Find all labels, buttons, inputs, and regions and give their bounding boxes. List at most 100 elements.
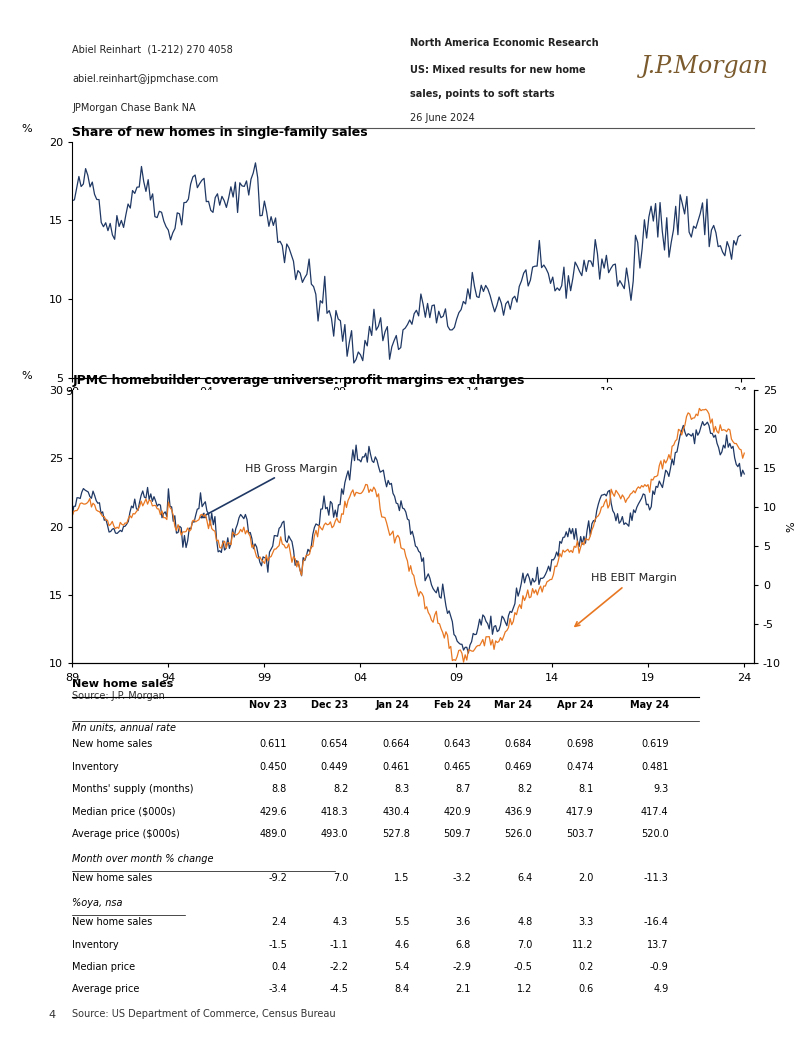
Text: 417.4: 417.4	[641, 807, 669, 817]
Text: 3.6: 3.6	[456, 917, 471, 927]
Text: 0.449: 0.449	[321, 762, 348, 772]
Text: 0.474: 0.474	[566, 762, 593, 772]
Text: 0.481: 0.481	[641, 762, 669, 772]
Text: 8.3: 8.3	[395, 784, 410, 794]
Text: HB Gross Margin: HB Gross Margin	[201, 464, 338, 517]
Text: Month over month % change: Month over month % change	[72, 854, 213, 864]
Text: Source: Census Bureau, NAR, J.P. Morgan: Source: Census Bureau, NAR, J.P. Morgan	[72, 409, 272, 419]
Text: New home sales: New home sales	[72, 917, 152, 927]
Text: HB EBIT Margin: HB EBIT Margin	[575, 573, 677, 626]
Text: 417.9: 417.9	[566, 807, 593, 817]
Text: 6.8: 6.8	[456, 940, 471, 950]
Y-axis label: %: %	[787, 522, 796, 532]
Text: -2.9: -2.9	[452, 962, 471, 972]
Text: 489.0: 489.0	[259, 830, 287, 839]
Text: %oya, nsa: %oya, nsa	[72, 898, 123, 908]
Text: 527.8: 527.8	[382, 830, 410, 839]
Text: New home sales: New home sales	[72, 678, 173, 689]
Text: -4.5: -4.5	[330, 984, 348, 994]
Text: North America Economic Research: North America Economic Research	[410, 38, 598, 49]
Text: 8.4: 8.4	[395, 984, 410, 994]
Text: -11.3: -11.3	[644, 873, 669, 884]
Text: sales, points to soft starts: sales, points to soft starts	[410, 89, 554, 100]
Text: 526.0: 526.0	[504, 830, 533, 839]
Text: 0.469: 0.469	[504, 762, 533, 772]
Text: -1.5: -1.5	[268, 940, 287, 950]
Text: Apr 24: Apr 24	[557, 700, 593, 710]
Text: 8.2: 8.2	[517, 784, 533, 794]
Text: 430.4: 430.4	[382, 807, 410, 817]
Text: 520.0: 520.0	[641, 830, 669, 839]
Text: 0.4: 0.4	[272, 962, 287, 972]
Text: 1.2: 1.2	[517, 984, 533, 994]
Text: 7.0: 7.0	[333, 873, 348, 884]
Text: 0.611: 0.611	[259, 739, 287, 750]
Text: New home sales: New home sales	[72, 739, 152, 750]
Text: Average price ($000s): Average price ($000s)	[72, 830, 180, 839]
Text: %: %	[21, 370, 31, 381]
Text: -2.2: -2.2	[330, 962, 348, 972]
Text: Source: J.P. Morgan: Source: J.P. Morgan	[72, 691, 165, 701]
Text: -3.2: -3.2	[452, 873, 471, 884]
Text: Source: US Department of Commerce, Census Bureau: Source: US Department of Commerce, Censu…	[72, 1009, 336, 1019]
Text: 429.6: 429.6	[259, 807, 287, 817]
Text: 0.654: 0.654	[321, 739, 348, 750]
Text: -9.2: -9.2	[268, 873, 287, 884]
Text: 0.698: 0.698	[566, 739, 593, 750]
Text: Share of new homes in single-family sales: Share of new homes in single-family sale…	[72, 127, 368, 139]
Text: 13.7: 13.7	[647, 940, 669, 950]
Text: Months' supply (months): Months' supply (months)	[72, 784, 193, 794]
Text: 8.7: 8.7	[456, 784, 471, 794]
Text: 0.6: 0.6	[578, 984, 593, 994]
Text: Median price: Median price	[72, 962, 136, 972]
Text: New home sales: New home sales	[72, 873, 152, 884]
Text: 0.450: 0.450	[259, 762, 287, 772]
Text: 0.2: 0.2	[578, 962, 593, 972]
Text: 4.6: 4.6	[395, 940, 410, 950]
Text: 2.4: 2.4	[272, 917, 287, 927]
Text: 8.2: 8.2	[333, 784, 348, 794]
Text: Feb 24: Feb 24	[434, 700, 471, 710]
Text: 6.4: 6.4	[517, 873, 533, 884]
Text: 4.3: 4.3	[333, 917, 348, 927]
Text: 8.8: 8.8	[272, 784, 287, 794]
Text: %: %	[21, 124, 31, 134]
Text: -0.5: -0.5	[513, 962, 533, 972]
Text: 0.461: 0.461	[382, 762, 410, 772]
Text: 420.9: 420.9	[444, 807, 471, 817]
Text: JPMC homebuilder coverage universe: profit margins ex charges: JPMC homebuilder coverage universe: prof…	[72, 374, 525, 387]
Text: Abiel Reinhart  (1-212) 270 4058: Abiel Reinhart (1-212) 270 4058	[72, 45, 233, 55]
Text: 5.5: 5.5	[394, 917, 410, 927]
Text: 3.3: 3.3	[578, 917, 593, 927]
Text: Inventory: Inventory	[72, 940, 119, 950]
Text: -3.4: -3.4	[268, 984, 287, 994]
Text: Dec 23: Dec 23	[311, 700, 348, 710]
Text: 4: 4	[48, 1010, 55, 1020]
Text: 436.9: 436.9	[504, 807, 533, 817]
Text: -16.4: -16.4	[644, 917, 669, 927]
Text: 11.2: 11.2	[572, 940, 593, 950]
Text: US: Mixed results for new home: US: Mixed results for new home	[410, 65, 585, 76]
Text: 418.3: 418.3	[321, 807, 348, 817]
Text: Nov 23: Nov 23	[249, 700, 287, 710]
Text: abiel.reinhart@jpmchase.com: abiel.reinhart@jpmchase.com	[72, 74, 218, 84]
Text: 7.0: 7.0	[517, 940, 533, 950]
Text: 8.1: 8.1	[578, 784, 593, 794]
Text: 9.3: 9.3	[654, 784, 669, 794]
Text: 0.643: 0.643	[444, 739, 471, 750]
Text: Median price ($000s): Median price ($000s)	[72, 807, 176, 817]
Text: 2.0: 2.0	[578, 873, 593, 884]
Text: -1.1: -1.1	[330, 940, 348, 950]
Text: 503.7: 503.7	[566, 830, 593, 839]
Text: Average price: Average price	[72, 984, 140, 994]
Text: 509.7: 509.7	[444, 830, 471, 839]
Text: Mn units, annual rate: Mn units, annual rate	[72, 723, 176, 732]
Text: Inventory: Inventory	[72, 762, 119, 772]
Text: Mar 24: Mar 24	[495, 700, 533, 710]
Text: 0.684: 0.684	[504, 739, 533, 750]
Text: 493.0: 493.0	[321, 830, 348, 839]
Text: Jan 24: Jan 24	[376, 700, 410, 710]
Text: 1.5: 1.5	[395, 873, 410, 884]
Text: 0.619: 0.619	[641, 739, 669, 750]
Text: May 24: May 24	[630, 700, 669, 710]
